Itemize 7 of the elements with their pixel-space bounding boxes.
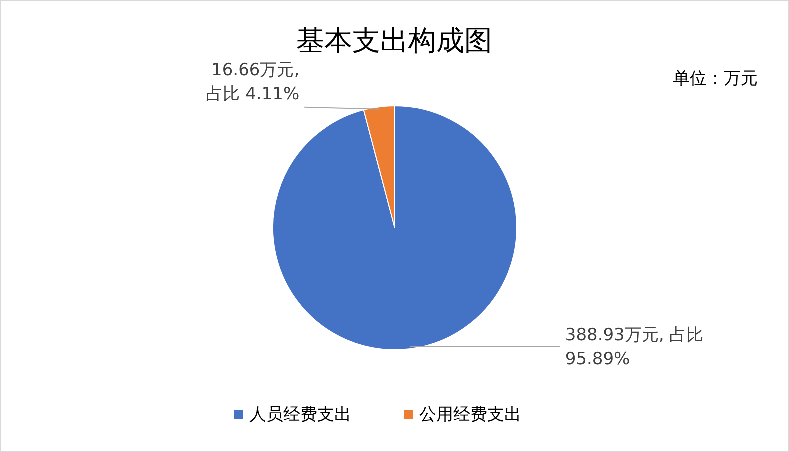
- legend-label: 人员经费支出: [250, 405, 352, 425]
- data-label: 16.66万元, 占比 4.11%: [206, 60, 300, 104]
- text: 单位：万元: [673, 69, 758, 89]
- pie-slice: [272, 106, 518, 350]
- chart-title: 基本支出构成图: [296, 24, 492, 57]
- data-label: 388.93万元, 占比95.89%: [565, 326, 704, 370]
- legend-label: 公用经费支出: [420, 405, 522, 425]
